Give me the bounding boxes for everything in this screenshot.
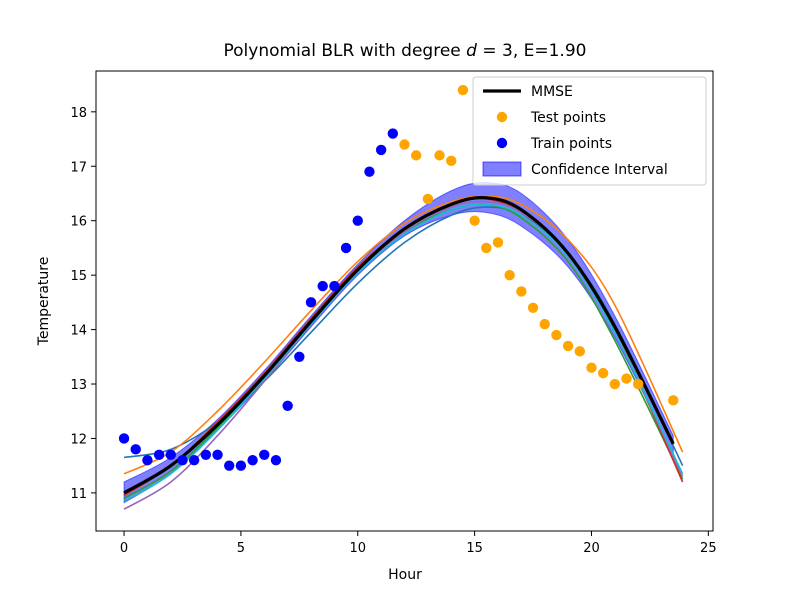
test-point (609, 378, 621, 390)
sample-curve-1 (123, 195, 684, 475)
train-point (340, 242, 352, 254)
legend-handle-marker (496, 111, 508, 123)
legend-label: Train points (530, 136, 612, 152)
plot-area (118, 84, 684, 510)
test-point (399, 139, 410, 150)
y-tick-label: 18 (70, 106, 87, 121)
test-point (410, 150, 422, 161)
test-point (668, 395, 679, 406)
legend-label: Test points (530, 110, 606, 126)
legend-box (472, 76, 707, 186)
legend-label: MMSE (531, 84, 573, 100)
train-point (165, 449, 176, 460)
test-point (434, 150, 445, 161)
train-point (259, 449, 270, 460)
y-tick-label: 15 (70, 269, 87, 284)
test-point (516, 286, 527, 297)
train-point (200, 449, 212, 460)
train-point (142, 455, 153, 466)
legend-handle-marker (496, 137, 508, 149)
legend: MMSE Test points Train points Confidence In… (472, 76, 707, 186)
plot-frame (95, 70, 714, 532)
train-point (317, 280, 328, 292)
test-point (633, 378, 644, 390)
axes: 0 5 10 15 20 25 11 12 13 14 15 16 17 18 (70, 106, 716, 556)
x-tick-label: 20 (583, 541, 600, 556)
train-point (270, 455, 282, 466)
train-point (177, 455, 188, 466)
train-point (282, 400, 293, 411)
chart-title: Polynomial BLR with degree d = 3, E=1.90 (224, 41, 587, 61)
train-point (235, 460, 247, 471)
y-tick-label: 11 (70, 487, 87, 502)
train-point (247, 455, 258, 466)
train-point (130, 444, 141, 455)
legend-handle-patch (482, 161, 522, 177)
x-tick-label: 0 (120, 541, 128, 556)
x-tick-label: 5 (237, 541, 245, 556)
y-tick-label: 17 (70, 160, 87, 175)
test-point (527, 302, 539, 314)
train-point (352, 215, 363, 226)
y-tick-label: 13 (70, 378, 87, 393)
test-point (562, 340, 574, 352)
test-point (446, 155, 457, 167)
test-point (539, 318, 550, 330)
test-point (586, 362, 597, 373)
train-point (387, 128, 399, 139)
train-point (153, 449, 165, 460)
test-point (621, 373, 632, 384)
x-tick-label: 25 (700, 541, 717, 556)
test-point (469, 215, 480, 226)
train-point (212, 449, 223, 460)
legend-label: Confidence Interval (531, 162, 668, 178)
train-point (305, 297, 317, 308)
train-point (118, 433, 130, 444)
test-point (574, 346, 585, 357)
x-tick-label: 15 (466, 541, 483, 556)
train-point (224, 460, 235, 471)
train-point (294, 351, 305, 362)
train-point (375, 144, 387, 156)
train-point (329, 280, 340, 292)
y-tick-label: 12 (70, 432, 87, 447)
test-point (457, 84, 469, 96)
train-point (188, 455, 200, 466)
y-axis-label: Temperature (36, 257, 52, 347)
test-point (551, 329, 562, 341)
train-point (364, 166, 375, 177)
mmse-line (123, 196, 675, 495)
test-point (481, 242, 492, 254)
test-point (492, 237, 504, 248)
test-point (597, 367, 609, 379)
test-point (422, 193, 434, 205)
y-tick-label: 16 (70, 215, 87, 230)
test-point (504, 269, 515, 281)
y-tick-label: 14 (70, 324, 87, 339)
x-tick-label: 10 (349, 541, 366, 556)
x-axis-label: Hour (388, 567, 422, 583)
